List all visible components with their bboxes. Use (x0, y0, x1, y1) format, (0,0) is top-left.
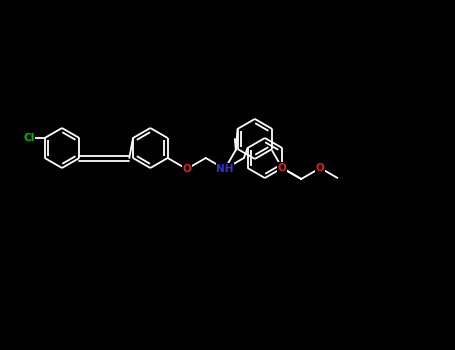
Text: NH: NH (216, 164, 233, 174)
Text: O: O (278, 163, 287, 173)
Text: O: O (316, 163, 325, 173)
Text: Cl: Cl (23, 133, 34, 143)
Text: O: O (182, 164, 191, 174)
